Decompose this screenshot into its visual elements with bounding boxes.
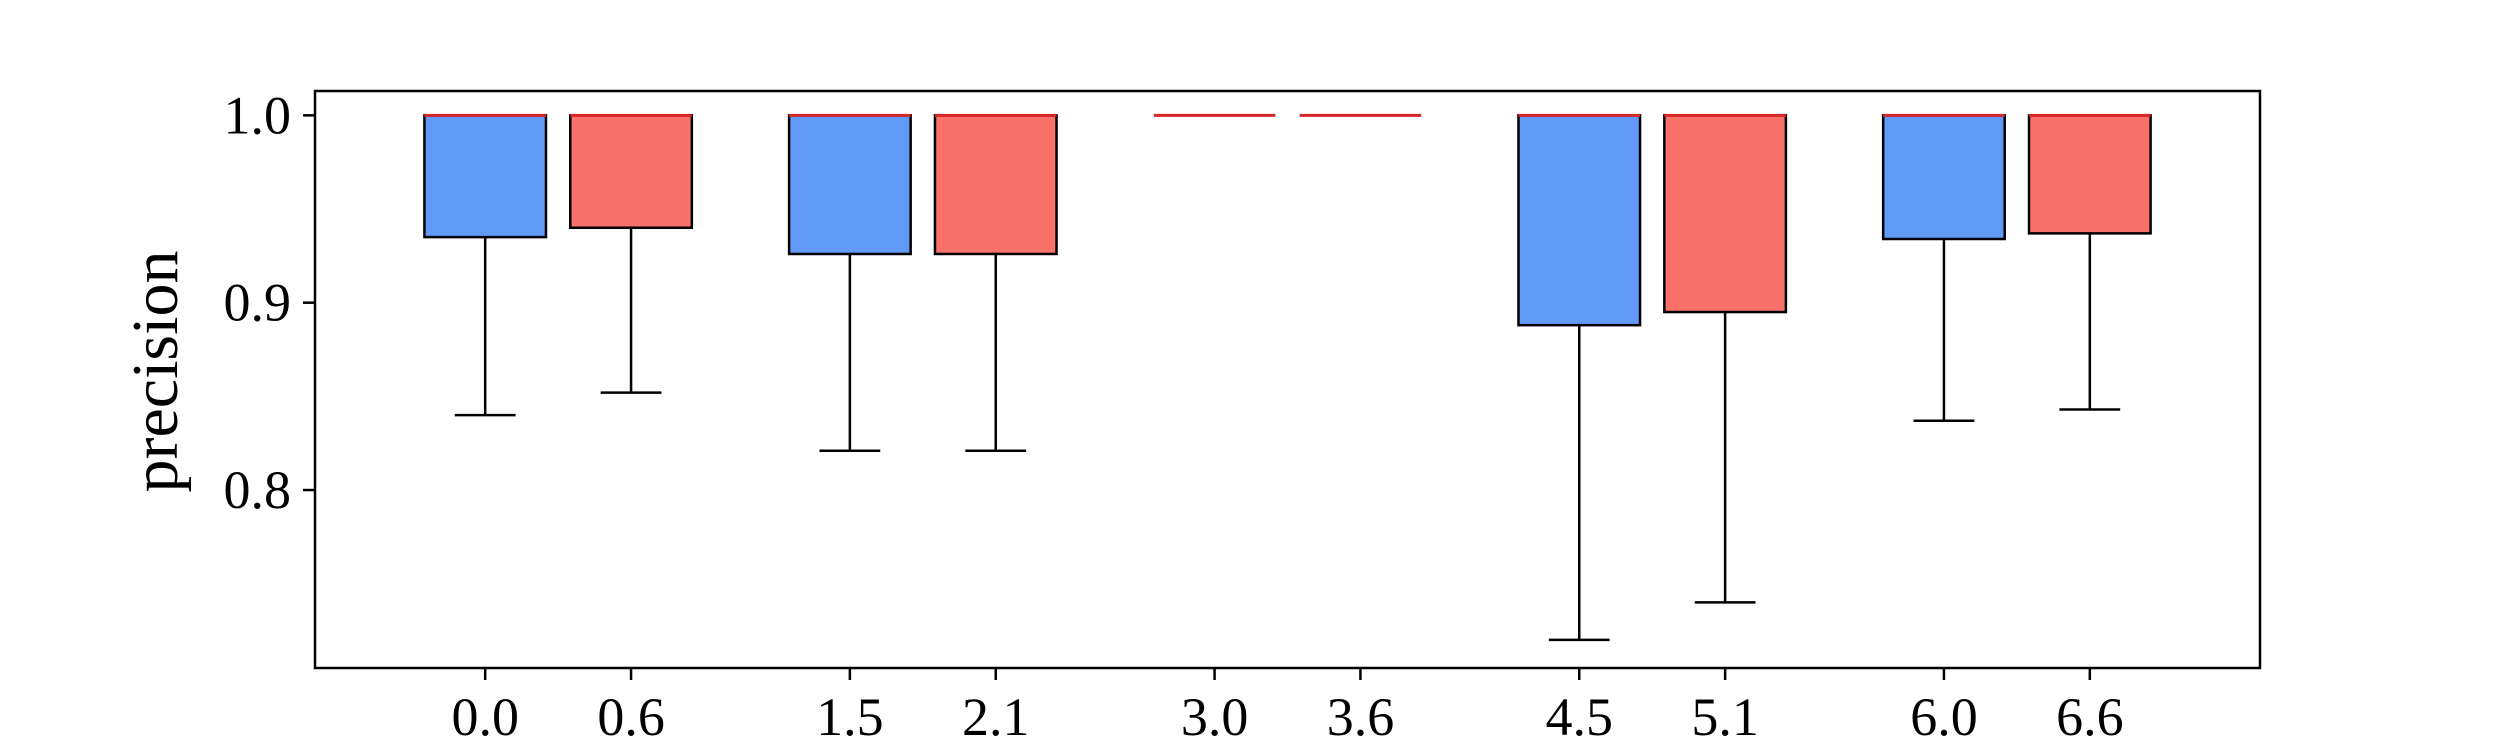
box-5.1 (1663, 114, 1788, 314)
x-tick-label: 0.0 (451, 687, 519, 747)
y-tick-label: 1.0 (224, 85, 292, 145)
x-tick-label: 4.5 (1546, 687, 1614, 747)
box-group-6.0 (1881, 113, 2006, 422)
box-4.5 (1517, 114, 1642, 327)
y-axis: 0.8 0.9 1.0 (224, 85, 315, 520)
box-group-4.5 (1517, 113, 1642, 642)
box-group-0.6 (569, 113, 694, 394)
box-6.0 (1881, 114, 2006, 241)
x-tick-label: 2.1 (962, 687, 1030, 747)
x-tick-label: 5.1 (1691, 687, 1759, 747)
box-1.5 (787, 114, 912, 256)
x-tick-label: 1.5 (816, 687, 884, 747)
box-group-5.1 (1663, 113, 1788, 604)
y-tick-label: 0.8 (224, 460, 292, 520)
y-axis-title: precision (119, 251, 192, 493)
x-tick-label: 6.6 (2056, 687, 2124, 747)
boxes-layer (423, 113, 2152, 642)
x-tick-label: 3.0 (1181, 687, 1249, 747)
box-2.1 (933, 114, 1058, 256)
x-tick-label: 0.6 (597, 687, 665, 747)
x-tick-label: 3.6 (1327, 687, 1395, 747)
box-group-0.0 (423, 113, 548, 417)
box-0.0 (423, 114, 548, 239)
box-6.6 (2027, 114, 2152, 235)
box-group-1.5 (787, 113, 912, 452)
box-group-2.1 (933, 113, 1058, 452)
box-0.6 (569, 114, 694, 230)
box-group-6.6 (2027, 113, 2152, 411)
x-tick-label: 6.0 (1910, 687, 1978, 747)
y-tick-label: 0.9 (224, 273, 292, 333)
x-axis: 0.0 0.6 1.5 2.1 3.0 3.6 4.5 5.1 6.0 6.6 (451, 668, 2124, 747)
plot-frame (313, 89, 2262, 670)
